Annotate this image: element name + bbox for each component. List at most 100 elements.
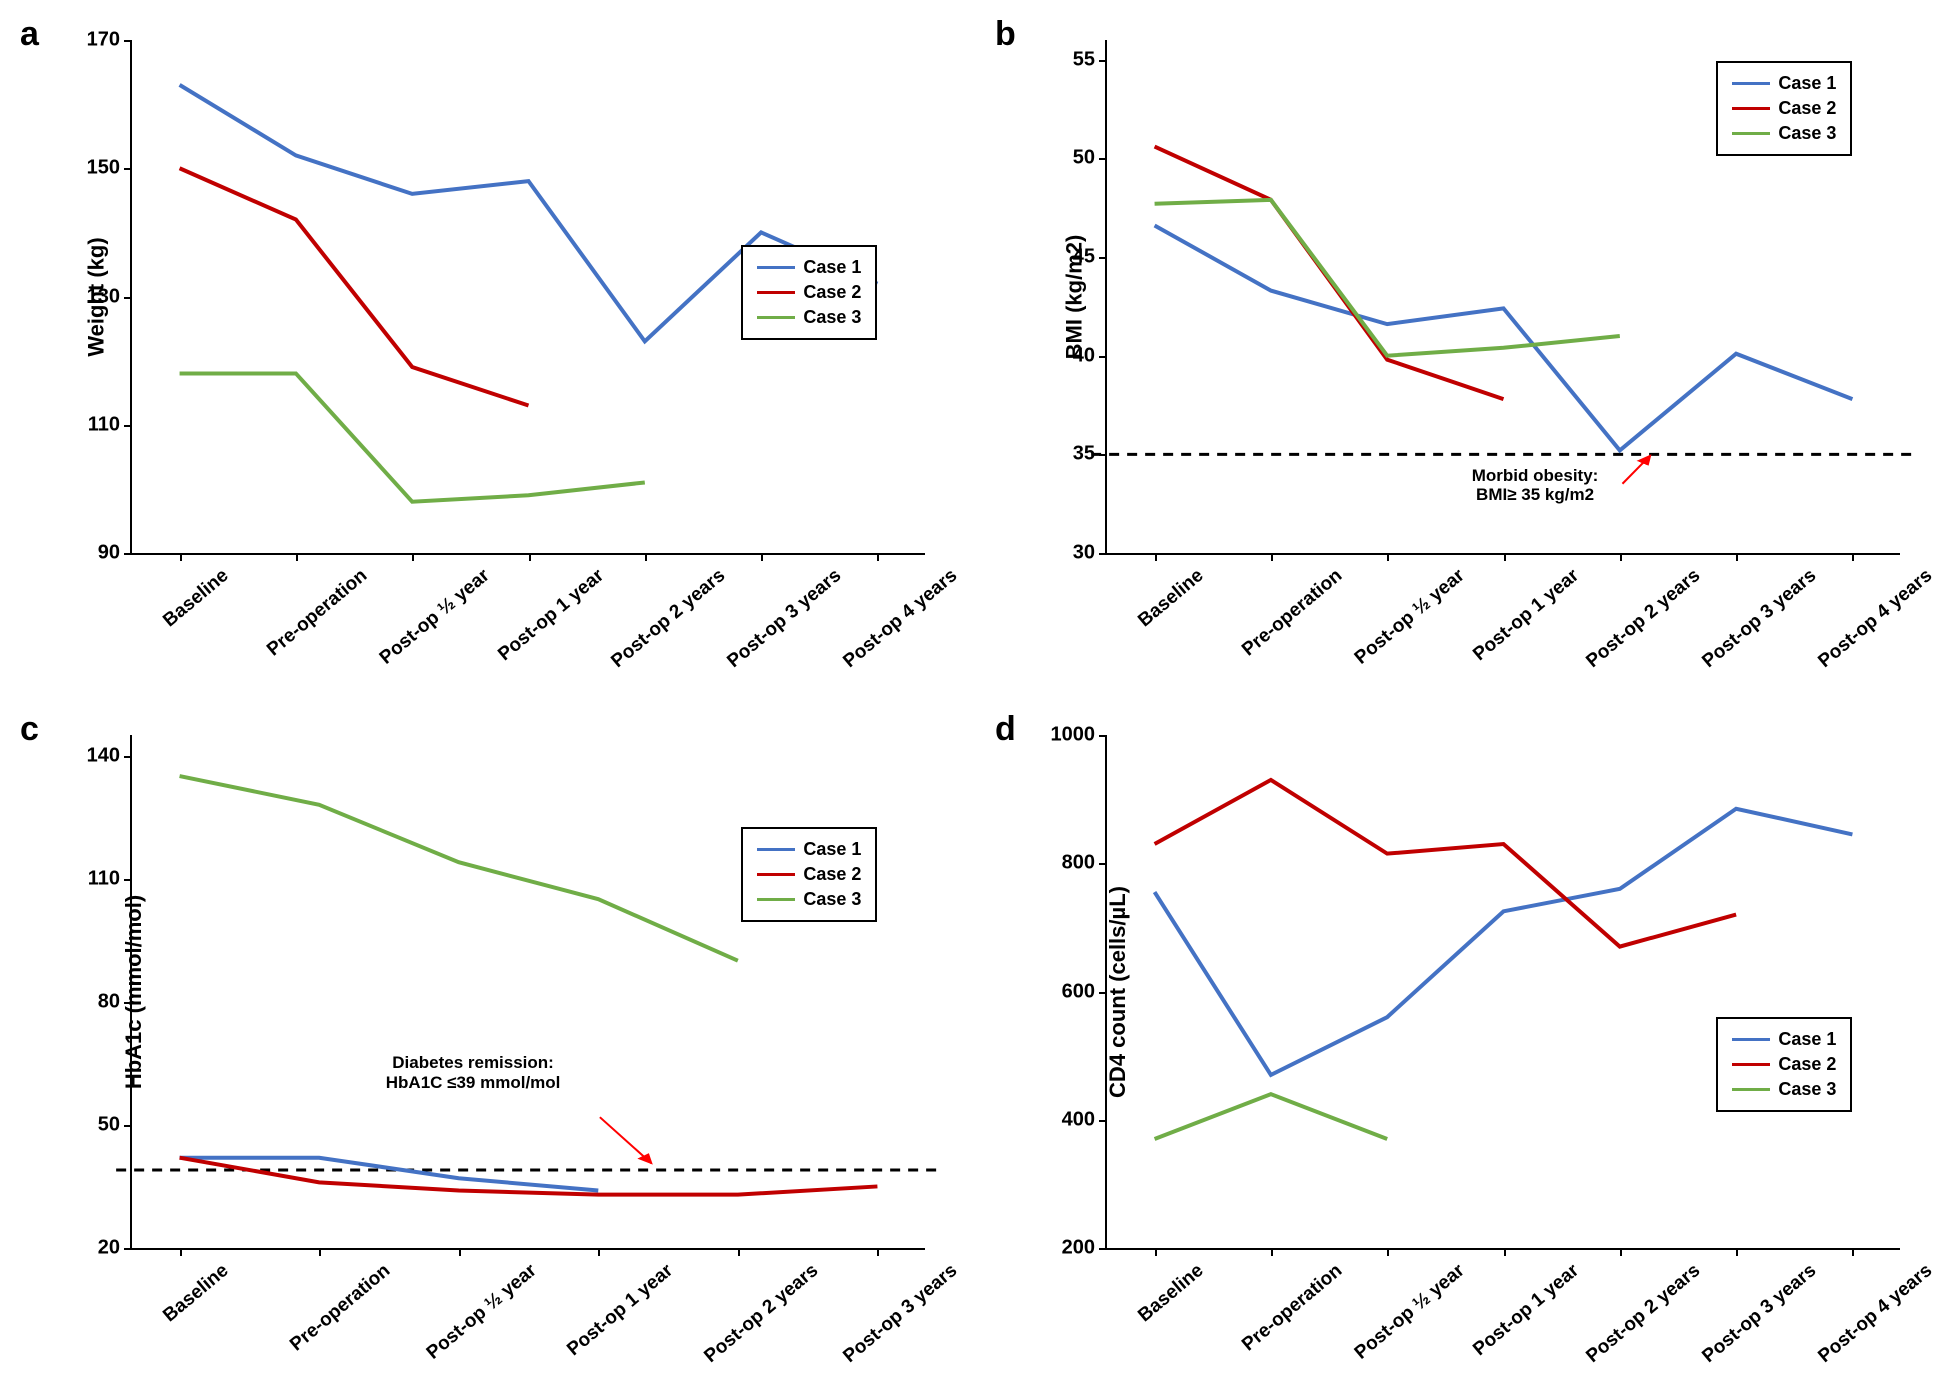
y-tick-label: 150 [87,157,120,180]
chart-svg [132,735,925,1248]
x-tick-label: Post-op ½ year [422,1260,540,1364]
series-line-case3 [1155,200,1620,356]
legend-label: Case 1 [803,257,861,278]
legend-swatch [1732,1088,1770,1091]
y-tick [124,425,132,427]
x-tick [180,553,182,561]
x-tick [1852,1248,1854,1256]
y-tick-label: 800 [1062,852,1095,875]
legend: Case 1Case 2 Case 3 [1716,1017,1852,1112]
x-tick-label: Post-op 1 year [563,1260,677,1361]
legend-item: Case 1 [1732,1027,1836,1052]
legend-swatch [757,291,795,294]
x-tick-label: Post-op ½ year [376,565,494,669]
legend-label: Case 2 [803,864,861,885]
y-tick-label: 140 [87,744,120,767]
y-tick [1099,356,1107,358]
legend-label: Case 2 [1778,1054,1836,1075]
x-tick-label: Post-op 4 years [1815,1260,1938,1368]
legend-swatch [1732,82,1770,85]
x-tick-label: Post-op 2 years [700,1260,823,1368]
x-tick-label: Pre-operation [1238,1260,1347,1356]
legend-item: Case 3 [757,305,861,330]
x-tick-label: Post-op 3 years [1698,565,1821,673]
series-line-case2 [180,168,529,405]
series-line-case2 [180,1158,878,1195]
plot-area-a: Weight (kg) 90110130150170BaselinePre-op… [130,40,925,555]
x-tick-label: Post-op 1 year [494,565,608,666]
x-tick [1155,1248,1157,1256]
y-tick-label: 170 [87,29,120,52]
x-tick [1271,553,1273,561]
y-tick-label: 35 [1073,443,1095,466]
legend-swatch [1732,107,1770,110]
x-tick-label: Post-op 3 years [1698,1260,1821,1368]
panel-c: c HbA1c (mmol/mol) 205080110140BaselineP… [20,715,945,1370]
x-tick [1504,1248,1506,1256]
legend-label: Case 1 [1778,73,1836,94]
legend-swatch [1732,1063,1770,1066]
y-tick [124,553,132,555]
x-tick-label: Baseline [1134,1260,1208,1327]
legend-label: Case 3 [803,889,861,910]
legend-item: Case 2 [757,280,861,305]
y-tick [1099,735,1107,737]
legend-label: Case 3 [1778,1079,1836,1100]
legend-label: Case 2 [803,282,861,303]
y-tick [1099,1248,1107,1250]
series-line-case3 [180,776,738,961]
y-tick [1099,257,1107,259]
y-tick [1099,863,1107,865]
panel-label-d: d [995,710,1016,749]
x-tick [1736,1248,1738,1256]
legend-label: Case 3 [803,307,861,328]
panel-d: d CD4 count (cells/µL) 2004006008001000B… [995,715,1920,1370]
legend: Case 1 Case 2 Case 3 [741,245,877,340]
x-tick [738,1248,740,1256]
series-line-case3 [1155,1094,1388,1139]
x-tick [529,553,531,561]
y-tick [1099,60,1107,62]
legend-item: Case 3 [1732,1077,1836,1102]
y-tick-label: 1000 [1051,724,1096,747]
y-tick-label: 50 [98,1113,120,1136]
annotation-text: Morbid obesity:BMI≥ 35 kg/m2 [1472,466,1599,505]
annotation-text: Diabetes remission:HbA1C ≤39 mmol/mol [386,1053,561,1092]
legend-label: Case 2 [1778,98,1836,119]
legend-swatch [757,898,795,901]
y-tick [124,879,132,881]
y-tick [124,756,132,758]
x-tick-label: Pre-operation [286,1260,395,1356]
y-tick-label: 55 [1073,48,1095,71]
y-tick-label: 110 [88,867,120,890]
y-tick-label: 130 [87,285,120,308]
x-tick [1387,1248,1389,1256]
y-tick-label: 90 [98,542,120,565]
x-tick [1387,553,1389,561]
y-tick-label: 20 [98,1237,120,1260]
legend-item: Case 3 [1732,121,1836,146]
legend-item: Case 2 [1732,1052,1836,1077]
x-tick-label: Post-op 2 years [607,565,730,673]
legend-item: Case 1 [757,255,861,280]
legend-item: Case 1 [757,837,861,862]
legend-item: Case 2 [1732,96,1836,121]
legend-swatch [757,848,795,851]
chart-svg [1107,735,1900,1248]
x-tick-label: Baseline [159,1260,233,1327]
panel-label-a: a [20,15,39,54]
y-tick-label: 30 [1073,542,1095,565]
y-tick [1099,158,1107,160]
legend-label: Case 3 [1778,123,1836,144]
panel-label-c: c [20,710,39,749]
y-tick [124,297,132,299]
y-tick [1099,992,1107,994]
y-tick [124,1125,132,1127]
x-tick-label: Post-op 1 year [1469,565,1583,666]
legend: Case 1 Case 2 Case 3 [1716,61,1852,156]
legend: Case 1Case 2 Case 3 [741,827,877,922]
panel-a: a Weight (kg) 90110130150170BaselinePre-… [20,20,945,675]
x-tick [319,1248,321,1256]
y-tick [1099,1120,1107,1122]
x-tick [877,1248,879,1256]
